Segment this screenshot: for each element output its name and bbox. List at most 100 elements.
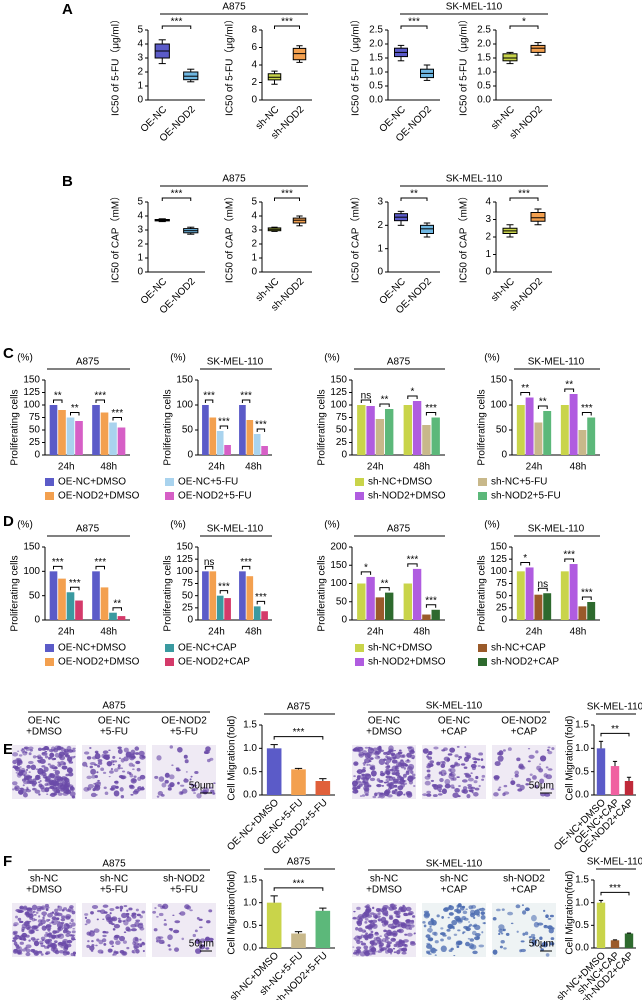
cell xyxy=(179,911,186,916)
cell xyxy=(51,916,57,920)
cell xyxy=(54,752,60,758)
cell xyxy=(122,940,127,944)
cell xyxy=(527,748,531,750)
y-tick-label: 150 xyxy=(23,542,40,553)
cell xyxy=(45,951,51,955)
cell xyxy=(206,920,211,924)
y-axis-label: Cell Migration xyxy=(227,893,238,954)
cell xyxy=(131,768,135,771)
cell xyxy=(110,787,114,791)
cell xyxy=(54,770,60,775)
cell xyxy=(461,915,467,920)
cell xyxy=(355,778,358,781)
x-tick-label: 24h xyxy=(208,462,225,473)
cell xyxy=(501,908,505,911)
cell xyxy=(500,939,505,944)
sig-bracket xyxy=(274,25,300,29)
bar xyxy=(202,405,209,455)
y-tick-label: 1.0 xyxy=(477,67,491,78)
group-title: SK-MEL-110 xyxy=(426,701,483,712)
cell xyxy=(92,788,96,792)
bar xyxy=(58,410,66,455)
cell xyxy=(386,765,391,768)
y-tick-label: 2 xyxy=(137,239,143,250)
sig-bracket xyxy=(161,25,192,29)
bar xyxy=(49,571,58,620)
y-unit: (%) xyxy=(324,353,340,364)
cell xyxy=(181,937,185,941)
x-tick-label: 24h xyxy=(58,462,75,473)
cell xyxy=(134,752,140,755)
cell xyxy=(139,915,143,919)
cell xyxy=(547,746,551,749)
bar xyxy=(246,576,254,620)
cell xyxy=(469,912,476,918)
chart-title: A875 xyxy=(387,524,411,535)
cell xyxy=(91,904,99,910)
cell xyxy=(406,932,413,937)
sig-bracket xyxy=(581,412,592,416)
cell xyxy=(538,946,542,948)
significance: ** xyxy=(381,395,389,406)
sig-bracket xyxy=(600,891,630,896)
cell xyxy=(358,937,362,940)
bar xyxy=(239,405,246,455)
cell xyxy=(43,766,49,772)
bar xyxy=(92,571,100,620)
bar xyxy=(209,571,217,620)
chart-title: SK-MEL-110 xyxy=(528,524,585,535)
cell xyxy=(26,764,31,769)
cell xyxy=(119,787,124,792)
bar xyxy=(431,417,440,455)
cell xyxy=(57,934,62,938)
cell xyxy=(13,941,18,946)
significance: ns xyxy=(538,579,549,590)
cell xyxy=(169,782,175,788)
sig-bracket xyxy=(400,197,428,201)
cell xyxy=(457,758,461,761)
y-tick-label: 1.5 xyxy=(369,53,383,64)
y-tick-label: 4 xyxy=(137,39,143,50)
cell xyxy=(372,747,378,752)
cell xyxy=(32,755,37,759)
cell xyxy=(189,909,193,912)
cell xyxy=(391,772,397,776)
cell xyxy=(14,766,19,770)
cell xyxy=(400,906,405,912)
cell xyxy=(386,781,389,783)
y-tick-label: 1.0 xyxy=(243,897,257,908)
cell xyxy=(397,790,403,796)
cell xyxy=(152,910,157,914)
sig-bracket xyxy=(379,587,390,591)
bar xyxy=(375,419,385,455)
y-tick-label: 75 xyxy=(496,578,508,589)
cell xyxy=(372,795,377,799)
cell xyxy=(357,920,363,925)
cell xyxy=(168,944,171,948)
cell xyxy=(456,909,462,914)
cell xyxy=(126,909,129,912)
cell xyxy=(96,918,99,921)
cell xyxy=(91,939,94,943)
bar xyxy=(100,587,109,620)
cell xyxy=(172,914,175,917)
cell xyxy=(353,910,356,913)
cell xyxy=(135,760,141,765)
cell xyxy=(122,951,127,955)
cell xyxy=(480,911,486,916)
cell xyxy=(410,919,415,923)
cell xyxy=(102,918,105,920)
bar xyxy=(315,910,331,948)
bar xyxy=(403,405,412,455)
cell xyxy=(547,750,553,755)
cell xyxy=(36,774,41,779)
cell xyxy=(95,944,98,947)
cell xyxy=(57,905,63,912)
cell xyxy=(369,768,372,770)
cell xyxy=(370,770,377,777)
cell xyxy=(91,944,95,947)
cell xyxy=(65,933,71,938)
cell xyxy=(392,756,397,760)
scale-bar-label: 50μm xyxy=(189,781,214,792)
cell xyxy=(17,917,22,921)
